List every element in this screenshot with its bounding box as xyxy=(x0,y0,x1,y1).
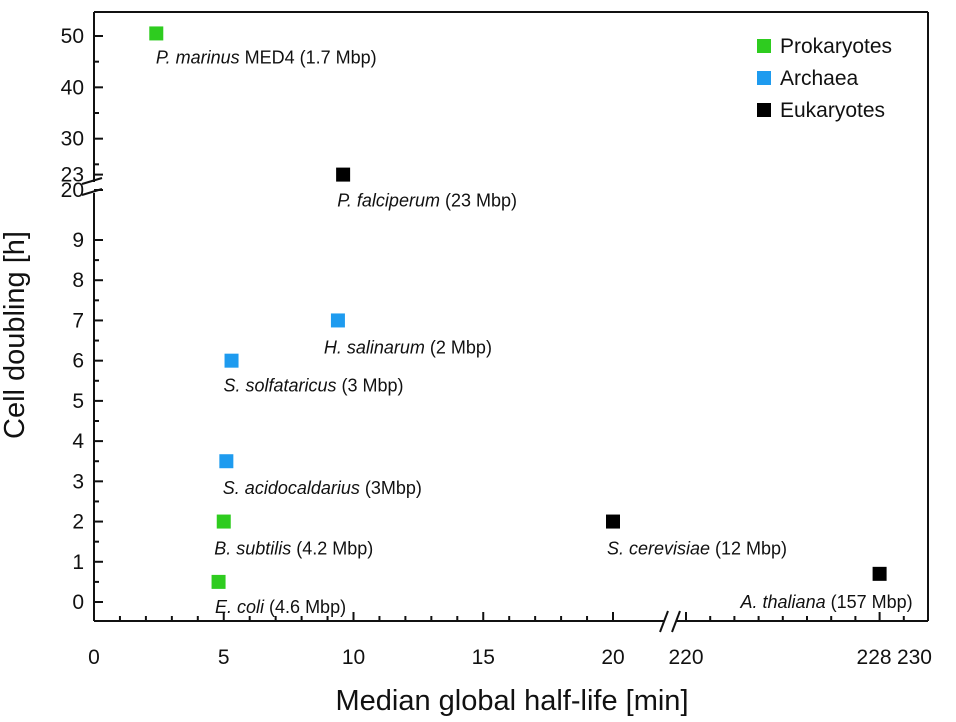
x-tick-label: 228 xyxy=(857,646,892,669)
y-axis-title: Cell doubling [h] xyxy=(0,231,31,439)
point-label: A. thaliana (157 Mbp) xyxy=(740,592,913,612)
data-point xyxy=(219,454,234,469)
species-name: H. salinarum xyxy=(324,337,425,357)
species-name: S. acidocaldarius xyxy=(223,478,360,498)
genome-size: (23 Mbp) xyxy=(440,191,517,211)
legend: Prokaryotes Archaea Eukaryotes xyxy=(757,35,892,122)
y-tick-label: 50 xyxy=(61,25,84,48)
genome-size: (4.6 Mbp) xyxy=(264,597,346,617)
point-label: E. coli (4.6 Mbp) xyxy=(215,597,346,617)
point-label: P. falciperum (23 Mbp) xyxy=(337,191,517,211)
data-point xyxy=(211,574,226,589)
data-points xyxy=(149,26,887,589)
y-tick-label: 5 xyxy=(72,390,84,413)
genome-size: (3 Mbp) xyxy=(337,376,404,396)
y-tick-label: 40 xyxy=(61,76,84,99)
legend-label: Archaea xyxy=(780,67,859,90)
genome-size: MED4 (1.7 Mbp) xyxy=(240,47,377,67)
point-annotations: P. marinus MED4 (1.7 Mbp) B. subtilis (4.… xyxy=(156,47,913,616)
species-name: S. solfataricus xyxy=(223,376,336,396)
species-name: P. falciperum xyxy=(337,191,440,211)
species-name: A. thaliana xyxy=(740,592,826,612)
point-label: S. solfataricus (3 Mbp) xyxy=(223,376,403,396)
point-label: S. acidocaldarius (3Mbp) xyxy=(223,478,422,498)
y-tick-label: 6 xyxy=(72,350,84,373)
species-name: P. marinus xyxy=(156,47,240,67)
genome-size: (12 Mbp) xyxy=(710,539,787,559)
point-label: B. subtilis (4.2 Mbp) xyxy=(214,539,373,559)
x-tick-label: 5 xyxy=(218,646,230,669)
y-tick-label: 3 xyxy=(72,470,84,493)
point-label: P. marinus MED4 (1.7 Mbp) xyxy=(156,47,377,67)
y-tick-label: 30 xyxy=(61,128,84,151)
data-point xyxy=(606,514,620,529)
data-point xyxy=(149,26,164,41)
y-tick-label: 8 xyxy=(72,269,84,292)
y-tick-label: 1 xyxy=(72,551,84,574)
y-tick-label: 7 xyxy=(72,309,84,332)
y-tick-label: 2 xyxy=(72,511,84,534)
species-name: S. cerevisiae xyxy=(607,539,710,559)
data-point xyxy=(336,167,351,182)
y-tick-label: 4 xyxy=(72,430,84,453)
data-point xyxy=(224,353,239,368)
genome-size: (157 Mbp) xyxy=(826,592,913,612)
point-label: S. cerevisiae (12 Mbp) xyxy=(607,539,787,559)
genome-size: (2 Mbp) xyxy=(425,337,492,357)
genome-size: (4.2 Mbp) xyxy=(291,539,373,559)
point-label: H. salinarum (2 Mbp) xyxy=(324,337,492,357)
legend-swatch xyxy=(757,71,771,85)
y-tick-label: 9 xyxy=(72,229,84,252)
x-axis-break-mark xyxy=(671,610,681,633)
x-tick-label: 15 xyxy=(472,646,495,669)
data-point xyxy=(216,514,231,529)
x-tick-label: 10 xyxy=(342,646,365,669)
x-axis-title: Median global half-life [min] xyxy=(335,685,688,717)
legend-label: Prokaryotes xyxy=(780,35,892,58)
y-tick-label: 20 xyxy=(61,179,84,202)
x-tick-label: 20 xyxy=(601,646,624,669)
y-tick-label: 23 xyxy=(61,164,84,187)
y-tick-label: 0 xyxy=(72,591,84,614)
legend-label: Eukaryotes xyxy=(780,99,885,122)
genome-size: (3Mbp) xyxy=(360,478,422,498)
y-axis-break-mark xyxy=(81,177,103,185)
x-axis-break-mark xyxy=(659,610,669,633)
x-tick-label: 230 xyxy=(897,646,932,669)
legend-swatch xyxy=(757,39,771,53)
data-point xyxy=(872,566,887,581)
x-tick-label: 0 xyxy=(88,646,100,669)
data-point xyxy=(330,313,345,328)
x-tick-label: 220 xyxy=(668,646,703,669)
legend-swatch xyxy=(757,103,771,117)
species-name: E. coli xyxy=(215,597,265,617)
species-name: B. subtilis xyxy=(214,539,291,559)
